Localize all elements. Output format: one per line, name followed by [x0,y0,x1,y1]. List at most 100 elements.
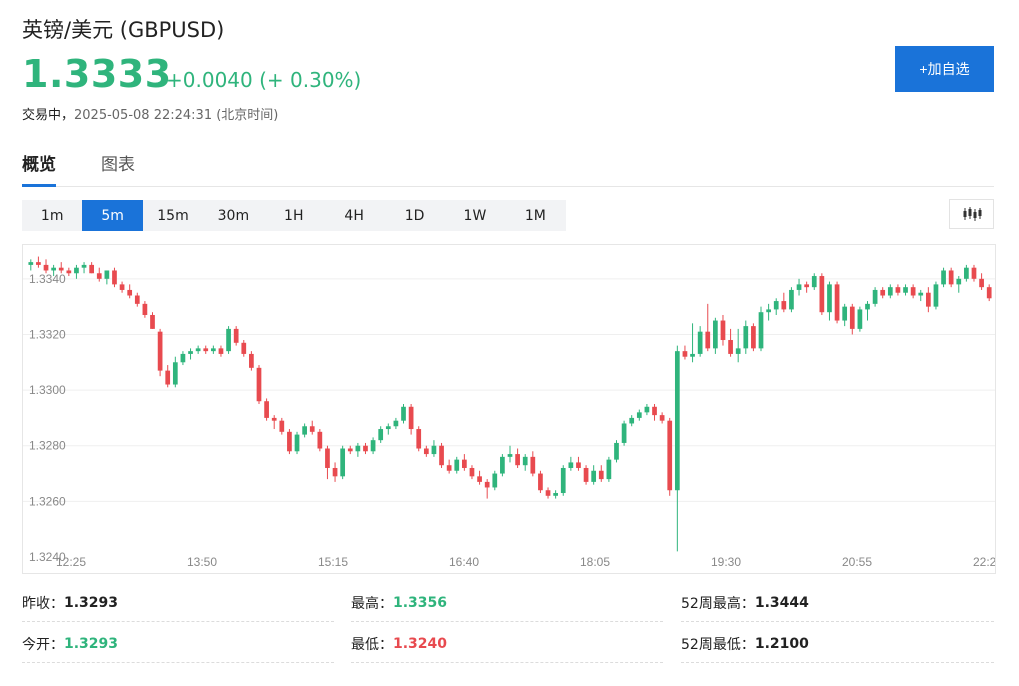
candle [629,415,635,427]
candle [674,345,680,552]
candle-body [614,442,619,460]
candle [964,264,969,282]
candle [241,340,247,357]
candle-body [956,278,962,285]
interval-30m[interactable]: 30m [217,207,250,224]
candle [165,365,171,388]
candle [74,264,79,279]
candle [598,465,604,482]
candle [720,314,726,346]
candle [766,303,771,321]
candle [728,328,733,357]
candle [644,404,650,416]
candle [751,323,756,352]
stat-label: 52周最高： [681,595,755,612]
candle-body [180,353,186,363]
candle-body [948,270,954,285]
price-chart[interactable]: 1.3340 1.3320 1.3300 1.3280 1.3260 1.3240 12:2… [22,244,996,574]
candle [249,351,254,371]
candle-body [933,284,939,307]
candle [971,264,977,282]
interval-1w[interactable]: 1W [463,207,487,224]
candle-body [370,440,376,452]
candle-body [203,348,209,352]
interval-4h[interactable]: 4H [344,207,364,224]
candle [621,420,627,446]
candle [408,404,414,435]
interval-1d[interactable]: 1D [404,207,425,224]
interval-1mo[interactable]: 1M [524,207,546,224]
candle [979,273,984,290]
candle [880,287,886,299]
candle-body [925,292,931,307]
candle [134,292,140,307]
candle-body [743,326,749,349]
stat-label: 昨收： [22,595,64,612]
interval-1h[interactable]: 1H [284,207,304,224]
candle [872,287,878,307]
candle-body [249,353,254,368]
candle [477,470,482,485]
trading-state: 交易中， [22,108,75,123]
candle-body [150,314,155,329]
candle-body [887,287,893,296]
candle [986,284,992,302]
candle [96,267,102,282]
candle-body [210,348,216,352]
candle-body [385,426,391,430]
stat-52w-high: 52周最高： 1.3444 [681,584,994,622]
candle-body [36,262,41,265]
tab-chart[interactable]: 图表 [101,155,135,175]
candle [530,451,536,477]
candle [576,456,581,471]
candle-body [941,270,946,285]
candle [431,440,437,457]
candle-body [271,417,277,421]
candle [492,470,498,491]
quote-stats: 昨收： 1.3293 最高： 1.3356 52周最高： 1.3444 今开： 1.32… [22,584,994,674]
candle-body [819,276,825,313]
candle-body [918,292,924,296]
candle [583,465,589,485]
candle [195,345,201,354]
candle-body [416,429,422,449]
candle [157,328,163,377]
candle [865,301,870,321]
candle [462,454,467,471]
candle-body [705,331,711,349]
candle [819,273,825,315]
candle-body [971,267,977,279]
candle-body [165,370,171,385]
candle [713,317,718,354]
candle-body [804,284,810,288]
candle [439,442,444,468]
stat-day-low: 最低： 1.3240 [351,625,663,663]
candle-body [28,262,34,265]
candle [203,345,209,354]
chart-type-button[interactable] [949,199,994,229]
candle-body [325,448,330,468]
trading-status: 交易中，2025-05-08 22:24:31 (北京时间) [22,104,278,123]
add-to-watchlist-button[interactable]: +加自选 [895,46,994,92]
candle-body [591,470,597,482]
tab-overview[interactable]: 概览 [22,150,56,187]
candle [735,328,741,363]
candle [553,490,558,499]
candle [363,442,368,455]
candle-body [347,448,353,452]
candle [948,267,954,288]
candle-body [462,459,467,468]
candle-body [644,406,650,413]
interval-1m[interactable]: 1m [40,207,64,224]
x-tick-label: 18:05 [580,555,610,569]
candle [910,284,916,299]
candle [454,456,460,474]
candle [614,440,619,463]
candle-body [979,278,984,288]
interval-5m[interactable]: 5m [82,200,143,231]
interval-15m[interactable]: 15m [157,207,189,224]
candle-body [583,467,589,482]
candle-body [279,420,285,432]
candle [36,256,41,268]
candle-body [895,287,901,293]
